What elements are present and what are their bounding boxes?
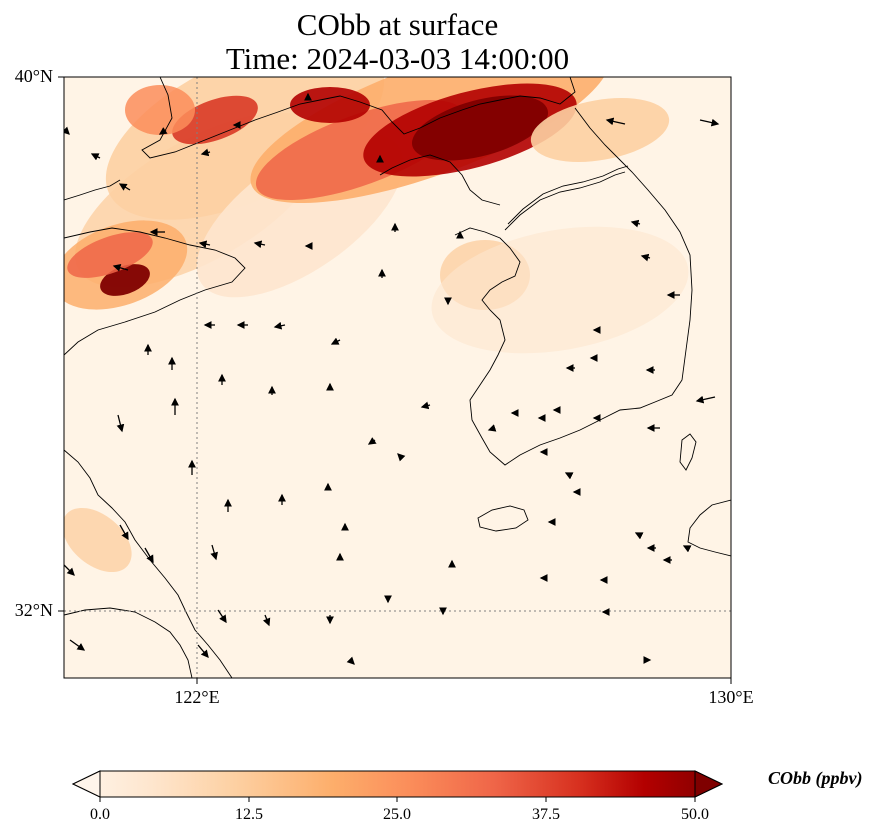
colorbar-tick-label-1: 12.5 [235, 806, 263, 823]
colorbar-body [71, 770, 724, 798]
wind-vector-arrow [699, 118, 720, 127]
wind-vector-arrow [197, 644, 209, 658]
plume-patch [431, 226, 689, 354]
wind-vector-arrow [695, 395, 716, 404]
colorbar-label: CObb (ppbv) [768, 768, 863, 788]
wind-vector-arrow [198, 240, 211, 249]
wind-vector-arrow [210, 544, 218, 561]
wind-vector-arrow [367, 437, 377, 445]
wind-vector-arrow [634, 532, 644, 540]
wind-vector-arrow [346, 656, 355, 665]
wind-vector-arrow [253, 240, 266, 249]
axis-ticks [58, 76, 732, 684]
colorbar-extend-low [71, 770, 101, 798]
title-line-1: CObb at surface [296, 7, 499, 42]
wind-vector-arrow [564, 472, 574, 480]
wind-vector-arrow [330, 337, 341, 345]
map-field [64, 77, 731, 678]
wind-vector-arrow [158, 127, 168, 135]
coastline-west-korea-bay [379, 154, 501, 206]
coastline-korea-peninsula [454, 107, 693, 466]
wind-vector-arrow [112, 264, 129, 272]
colorbar-tick-label-0: 0.0 [90, 806, 110, 823]
map-frame [63, 76, 732, 679]
wind-vector-arrow [605, 117, 626, 126]
coastline-korea-border-2 [507, 165, 629, 225]
plume-patch [125, 85, 195, 135]
plume-patch [64, 507, 132, 573]
wind-vector-arrow [397, 453, 406, 462]
wind-vector-arrow [420, 401, 431, 410]
lat-tick-label-32n: 32°N [14, 600, 53, 620]
title-line-2: Time: 2024-03-03 14:00:00 [225, 41, 570, 76]
colorbar-tick-label-3: 37.5 [532, 806, 560, 823]
wind-vector-arrow [116, 414, 125, 433]
wind-vector-arrow [487, 424, 497, 432]
coastline-shandong [64, 179, 121, 201]
wind-vector-arrow [262, 614, 271, 627]
coastline-liaodong [141, 77, 576, 159]
wind-vector-arrow [144, 547, 154, 564]
wind-vector-arrow [90, 153, 101, 161]
wind-vector-arrow [682, 545, 692, 553]
coastline-yangtze [64, 607, 193, 678]
plume-patch [172, 95, 258, 145]
plume-patch [530, 98, 670, 162]
wind-vector-arrow [118, 183, 131, 191]
wind-vector-arrow [200, 148, 211, 157]
wind-vector-arrow [64, 564, 75, 576]
colorbar-extend-high [694, 770, 724, 798]
gridlines [64, 77, 731, 678]
coastline-korea-border [504, 171, 626, 231]
wind-vector-arrow [119, 524, 129, 541]
wind-vector-arrow [69, 639, 86, 651]
plume-patch [67, 232, 153, 278]
wind-vector-arrow [630, 219, 641, 228]
wind-vector-arrow [273, 321, 286, 330]
coastline-jeju [477, 505, 529, 532]
colorbar-tick-label-2: 25.0 [383, 806, 411, 823]
coastline-north-china [64, 227, 246, 356]
lat-tick-label-40n: 40°N [14, 66, 53, 86]
colorbar [71, 770, 724, 802]
wind-vectors [64, 92, 720, 665]
coastline-tsushima [679, 433, 697, 471]
coastline-kyushu [687, 499, 731, 557]
plume-patch [411, 95, 549, 161]
wind-vector-arrow [640, 253, 651, 262]
wind-vector-arrow [217, 609, 227, 624]
coastlines [64, 77, 731, 678]
wind-vector-arrow [64, 126, 70, 135]
lon-tick-label-122e: 122°E [174, 687, 220, 707]
plume-patch [290, 87, 370, 123]
lon-tick-label-130e: 130°E [708, 687, 754, 707]
colorbar-tick-label-4: 50.0 [681, 806, 709, 823]
